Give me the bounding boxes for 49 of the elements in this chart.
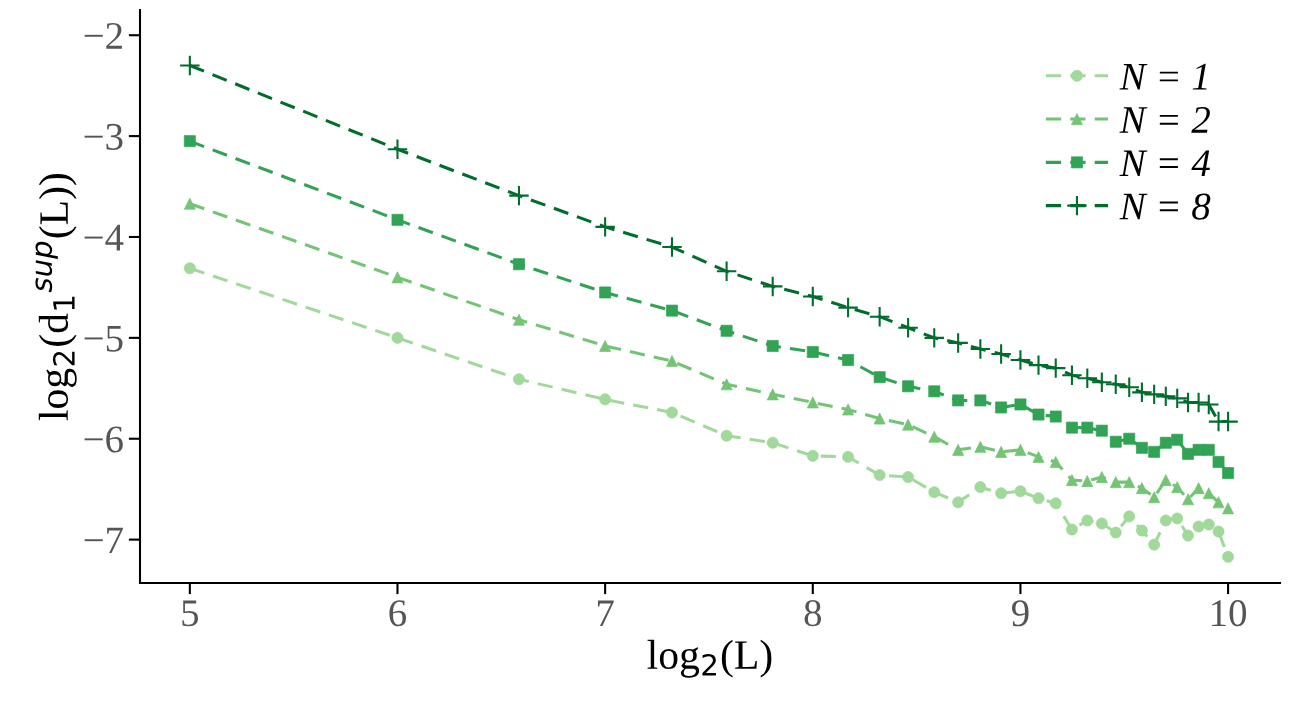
y-tick-label: −4 [84, 224, 124, 251]
point [897, 317, 919, 339]
point [1166, 387, 1188, 410]
y-tick-label: −2 [84, 22, 122, 49]
x-tick-label: 8 [804, 600, 822, 627]
legend-label: N = 4 [1119, 150, 1210, 176]
point [1009, 349, 1032, 371]
point [1061, 364, 1083, 386]
point [947, 332, 969, 354]
point [842, 354, 854, 366]
point [1104, 373, 1127, 396]
point [1143, 383, 1165, 406]
point [1091, 371, 1113, 394]
x-tick-label: 6 [389, 600, 407, 627]
point [508, 184, 530, 207]
point [802, 285, 824, 308]
x-axis-title: log$_{2}$(L) [647, 639, 772, 678]
x-tick-label: 5 [182, 600, 199, 627]
point [806, 346, 819, 358]
point [661, 236, 683, 258]
legend-label: N = 2 [1119, 106, 1210, 133]
y-axis-title: log$_{2}$(d$_{1}$$^{sup}$(L)) [35, 173, 77, 421]
point [969, 338, 992, 360]
point [1131, 381, 1153, 404]
y-tick-label: −5 [84, 325, 123, 352]
point [923, 327, 946, 349]
point [715, 260, 738, 283]
point [1217, 410, 1239, 433]
legend-label: N = 8 [1119, 193, 1211, 220]
point [1076, 367, 1099, 389]
point [1118, 376, 1141, 399]
y-tick-label: −7 [84, 527, 123, 554]
point [386, 138, 409, 160]
point [179, 54, 201, 77]
y-tick-label: −6 [84, 426, 123, 453]
x-tick-label: 10 [1212, 600, 1247, 627]
x-tick-label: 9 [1011, 600, 1029, 627]
legend-label: N = 1 [1119, 63, 1207, 90]
point [868, 305, 891, 328]
point [990, 343, 1012, 365]
point [594, 216, 616, 238]
point [837, 296, 859, 319]
point [761, 275, 784, 298]
x-tick-label: 7 [597, 600, 614, 626]
point [1044, 357, 1067, 379]
point [1155, 385, 1177, 408]
point [1198, 393, 1220, 416]
point [1027, 354, 1050, 376]
y-tick-label: −3 [84, 123, 123, 150]
